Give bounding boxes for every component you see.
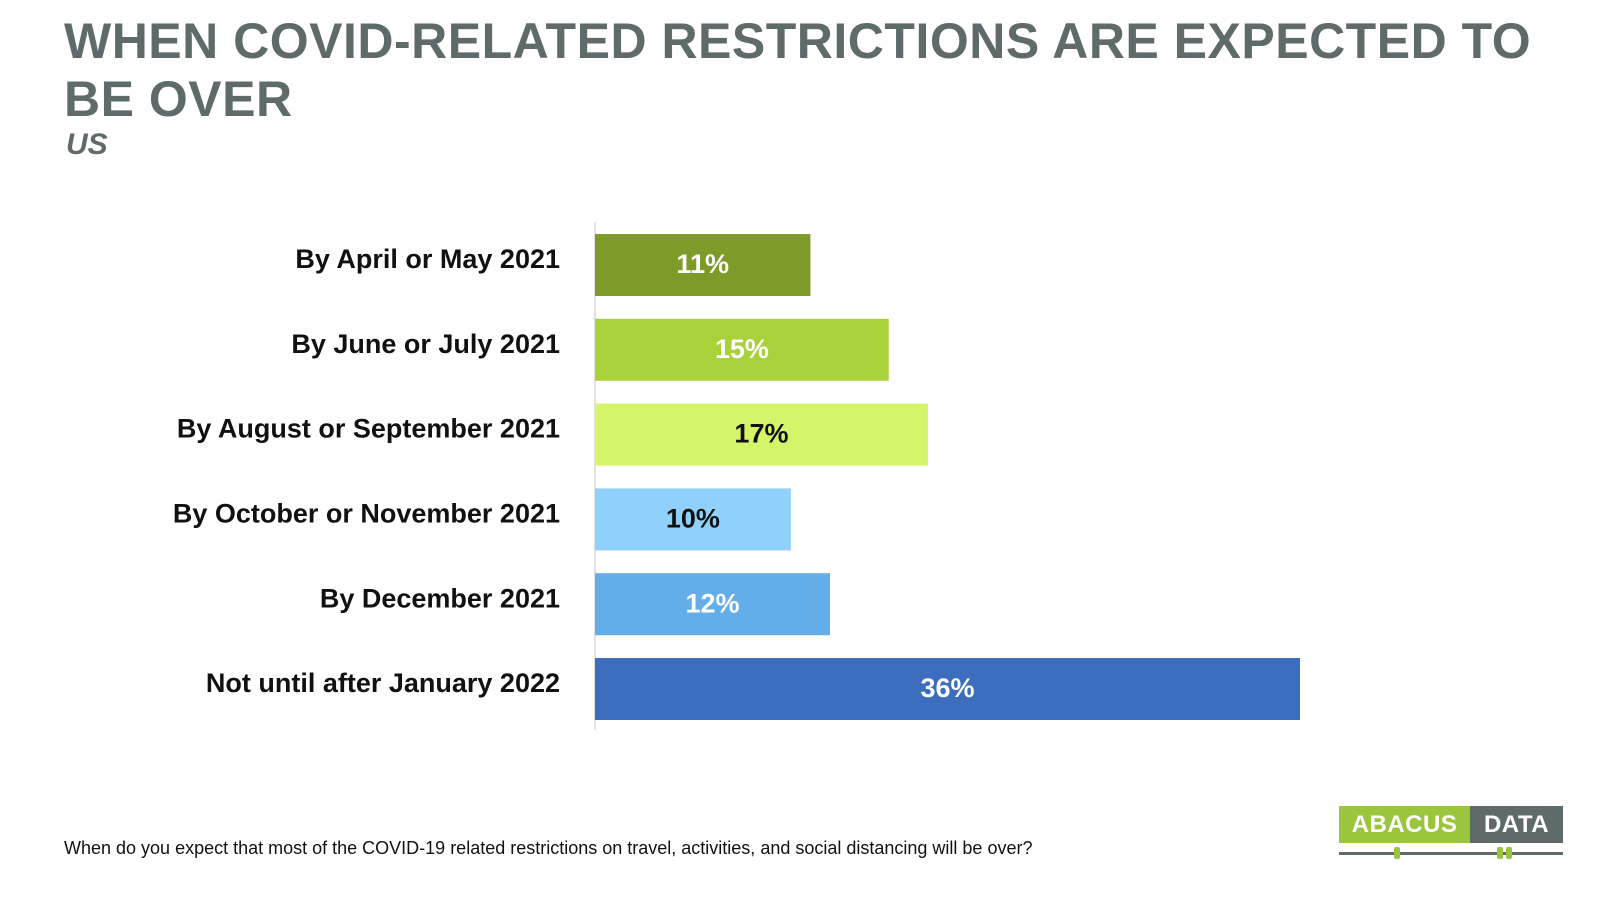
value-label: 15% [715, 334, 769, 364]
value-label: 10% [666, 504, 720, 534]
bar [595, 658, 1300, 720]
category-label: By April or May 2021 [295, 244, 560, 274]
logo-tick-mark [1497, 847, 1503, 859]
category-label: By October or November 2021 [173, 499, 560, 529]
category-label: By August or September 2021 [177, 414, 560, 444]
bar [595, 488, 791, 551]
bar [595, 234, 811, 296]
logo-right-text: DATA [1470, 806, 1563, 843]
value-label: 11% [676, 249, 729, 279]
chart-title: WHEN COVID-RELATED RESTRICTIONS ARE EXPE… [64, 13, 1532, 127]
category-label: By December 2021 [320, 583, 560, 613]
category-label: Not until after January 2022 [206, 668, 560, 698]
logo-underline [1339, 852, 1563, 855]
category-label: By June or July 2021 [291, 329, 560, 359]
value-label: 12% [685, 588, 739, 618]
chart-subtitle: US [66, 128, 108, 161]
logo-left-text: ABACUS [1339, 806, 1470, 843]
survey-question-footnote: When do you expect that most of the COVI… [64, 838, 1033, 858]
value-label: 36% [920, 673, 974, 703]
bar [595, 403, 928, 466]
abacus-data-logo: ABACUS DATA [1339, 806, 1563, 866]
bar [595, 318, 889, 381]
logo-tick-mark [1394, 847, 1400, 859]
value-label: 17% [734, 419, 788, 449]
logo-tick-mark [1506, 847, 1512, 859]
bar [595, 573, 830, 636]
